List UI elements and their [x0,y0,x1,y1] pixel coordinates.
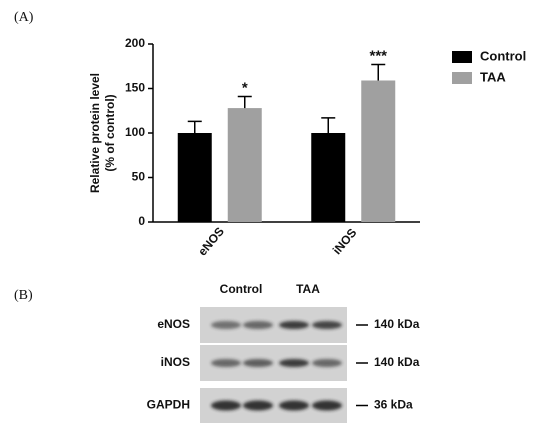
blot-band [243,400,273,411]
legend-label: Control [480,48,526,63]
significance: * [242,79,248,96]
y-axis-label: Relative protein level [88,73,102,193]
blot-band [211,359,241,367]
size-label: 140 kDa [374,355,420,369]
blot-band [279,400,309,411]
size-label: 140 kDa [374,317,420,331]
panel-label: (A) [14,10,34,25]
bar [361,80,396,223]
bar [311,133,346,222]
y-tick-label: 150 [125,81,145,95]
bar [227,108,262,222]
bar [177,133,212,222]
y-tick-label: 100 [125,125,145,139]
size-label: 36 kDa [374,398,413,412]
y-tick-label: 50 [132,170,146,184]
x-tick-label: iNOS [330,226,360,257]
blot-row-label: eNOS [157,317,190,331]
blot-band [243,321,273,329]
legend-swatch [452,72,472,84]
blot-band [279,359,309,367]
blot-band [243,359,273,367]
lane-group-label: Control [220,282,263,296]
x-tick-label: eNOS [195,224,227,258]
blot-row-label: GAPDH [147,398,190,412]
blot-band [312,359,342,367]
blot-band [312,400,342,411]
blot-row-label: iNOS [161,355,190,369]
y-tick-label: 0 [138,214,145,228]
blot-band [211,400,241,411]
blot-band [279,321,309,329]
error-bar [237,95,252,109]
lane-group-label: TAA [296,282,320,296]
y-axis-label: (% of control) [103,94,117,171]
blot-band [312,321,342,329]
significance: *** [369,47,387,64]
error-bar [321,117,336,133]
panel-label: (B) [14,288,33,303]
error-bar [187,120,202,133]
error-bar [371,63,386,81]
legend-swatch [452,51,472,63]
y-tick-label: 200 [125,36,145,50]
blot-band [211,321,241,329]
legend-label: TAA [480,69,506,84]
